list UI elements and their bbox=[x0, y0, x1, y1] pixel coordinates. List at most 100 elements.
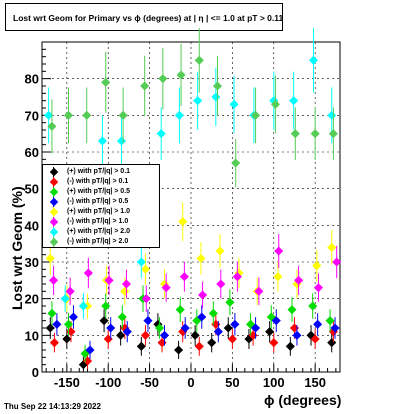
legend-marker bbox=[49, 167, 59, 177]
y-axis-label: Lost wrt Geom (%) bbox=[9, 186, 25, 310]
data-point bbox=[68, 312, 78, 322]
data-point bbox=[310, 129, 320, 139]
data-point bbox=[44, 110, 54, 120]
legend-entry: (-) with pT/|q| > 1.0 bbox=[43, 217, 159, 227]
legend-entry: (-) with pT/|q| > 2.0 bbox=[43, 237, 159, 247]
chart-title: Lost wrt Geom for Primary vs ϕ (degrees)… bbox=[5, 3, 283, 31]
legend-label: (+) with pT/|q| > 1.0 bbox=[67, 208, 131, 215]
y-tick-label: 60 bbox=[25, 145, 39, 160]
data-point bbox=[254, 286, 264, 296]
y-tick-label: 30 bbox=[25, 255, 39, 270]
y-tick-label: 20 bbox=[25, 292, 39, 307]
data-point bbox=[120, 286, 130, 296]
data-point bbox=[230, 319, 240, 329]
data-point bbox=[116, 136, 126, 146]
legend-label: (+) with pT/|q| > 2.0 bbox=[67, 228, 131, 235]
x-tick-label: -100 bbox=[95, 375, 121, 390]
data-point bbox=[223, 323, 233, 333]
legend-entry: (-) with pT/|q| > 0.1 bbox=[43, 177, 159, 187]
data-point bbox=[175, 305, 185, 315]
legend: (+) with pT/|q| > 0.1 (-) with pT/|q| > 0… bbox=[42, 164, 160, 248]
legend-label: (-) with pT/|q| > 0.1 bbox=[67, 178, 129, 185]
data-point bbox=[141, 294, 151, 304]
x-tick-label: 100 bbox=[263, 375, 285, 390]
data-point bbox=[82, 110, 92, 120]
data-point bbox=[289, 96, 299, 106]
legend-label: (-) with pT/|q| > 0.5 bbox=[67, 198, 129, 205]
data-point bbox=[121, 279, 131, 289]
legend-entry: (+) with pT/|q| > 2.0 bbox=[43, 227, 159, 237]
legend-entry: (+) with pT/|q| > 0.1 bbox=[43, 167, 159, 177]
legend-entry: (+) with pT/|q| > 0.5 bbox=[43, 187, 159, 197]
data-point bbox=[143, 316, 153, 326]
y-tick-label: 0 bbox=[32, 365, 39, 380]
data-point bbox=[225, 297, 235, 307]
data-point bbox=[65, 286, 75, 296]
data-point bbox=[140, 264, 150, 274]
legend-label: (+) with pT/|q| > 0.5 bbox=[67, 188, 131, 195]
data-point bbox=[194, 341, 204, 351]
data-point bbox=[101, 301, 111, 311]
data-point bbox=[159, 330, 170, 340]
data-point bbox=[290, 129, 300, 139]
data-point bbox=[104, 275, 114, 285]
data-point bbox=[97, 136, 107, 146]
data-point bbox=[179, 272, 189, 282]
data-point bbox=[63, 319, 74, 329]
x-tick-label: -50 bbox=[140, 375, 159, 390]
legend-marker bbox=[49, 177, 59, 187]
y-tick-label: 70 bbox=[25, 108, 39, 123]
data-point bbox=[101, 77, 111, 87]
data-point bbox=[63, 110, 74, 120]
data-point bbox=[140, 81, 150, 91]
axis-ticks: -150 -100 -50 0 50 100 150 0 10 20 30 40 50 60 70 80 bbox=[25, 48, 337, 390]
data-point bbox=[49, 338, 59, 348]
x-tick-label: 0 bbox=[187, 375, 194, 390]
data-point bbox=[180, 323, 190, 333]
data-point bbox=[176, 70, 186, 80]
data-point bbox=[178, 217, 188, 227]
data-point bbox=[158, 74, 168, 84]
data-point bbox=[190, 330, 200, 340]
data-point bbox=[174, 345, 184, 355]
legend-label: (+) with pT/|q| > 0.1 bbox=[67, 168, 131, 175]
legend-marker bbox=[49, 217, 59, 227]
data-point bbox=[197, 312, 207, 322]
data-point bbox=[60, 294, 70, 304]
data-point bbox=[106, 323, 116, 333]
data-point bbox=[198, 290, 208, 300]
legend-marker bbox=[49, 227, 59, 237]
timestamp: Thu Sep 22 14:13:29 2022 bbox=[4, 402, 101, 411]
data-point bbox=[193, 96, 203, 106]
data-point bbox=[99, 316, 109, 326]
x-tick-label: -150 bbox=[54, 375, 80, 390]
y-tick-label: 80 bbox=[25, 72, 39, 87]
y-tick-label: 50 bbox=[25, 182, 39, 197]
data-point bbox=[140, 330, 150, 340]
data-point bbox=[231, 158, 241, 168]
data-point bbox=[308, 55, 319, 65]
data-point bbox=[207, 338, 217, 348]
y-tick-label: 40 bbox=[25, 218, 39, 233]
data-point bbox=[194, 55, 204, 65]
data-point bbox=[213, 327, 223, 337]
y-tick-label: 10 bbox=[25, 328, 39, 343]
legend-label: (-) with pT/|q| > 2.0 bbox=[67, 238, 129, 245]
data-point bbox=[212, 81, 223, 91]
x-tick-label: 150 bbox=[304, 375, 326, 390]
x-axis-label: ϕ (degrees) bbox=[264, 392, 342, 408]
legend-marker bbox=[49, 187, 59, 197]
legend-entry: (-) with pT/|q| > 0.5 bbox=[43, 197, 159, 207]
legend-marker bbox=[49, 207, 59, 217]
data-point bbox=[155, 323, 165, 333]
legend-entry: (+) with pT/|q| > 1.0 bbox=[43, 207, 159, 217]
data-point bbox=[208, 308, 218, 318]
legend-label: (-) with pT/|q| > 1.0 bbox=[67, 218, 129, 225]
data-point bbox=[251, 110, 261, 120]
data-point bbox=[136, 341, 146, 351]
legend-marker bbox=[49, 197, 59, 207]
legend-marker bbox=[49, 237, 59, 247]
data-point bbox=[47, 121, 57, 131]
data-point bbox=[216, 279, 226, 289]
data-point bbox=[122, 327, 132, 337]
